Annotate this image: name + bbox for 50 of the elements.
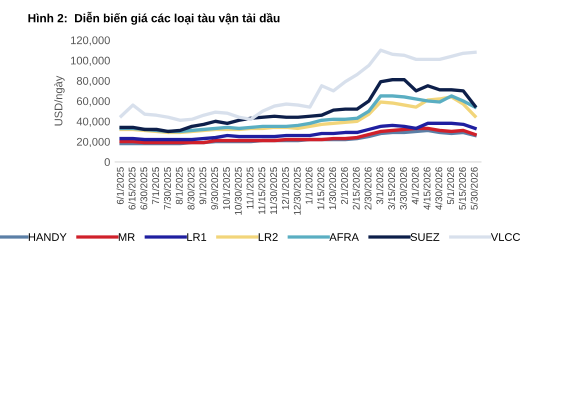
x-tick-label: 6/1/2025	[116, 167, 124, 204]
x-tick-label: 1/30/2026	[328, 167, 336, 210]
x-tick-label: 7/30/2025	[164, 167, 171, 210]
x-tick-label: 1/15/2026	[317, 167, 324, 210]
legend-label: MR	[118, 233, 135, 241]
x-tick-label: 1/1/2026	[305, 167, 312, 204]
y-tick-label: 120,000	[71, 36, 110, 46]
x-tick-label: 2/30/2026	[364, 167, 372, 210]
x-tick-label: 8/30/2025	[187, 167, 194, 210]
x-tick-label: 12/30/2025	[294, 167, 301, 215]
legend-label: LR1	[187, 233, 206, 241]
x-tick-label: 2/1/2026	[340, 167, 348, 204]
x-tick-label: 6/30/2025	[140, 167, 148, 210]
x-tick-label: 3/15/2026	[388, 167, 396, 210]
x-tick-label: 9/1/2025	[199, 167, 206, 204]
x-tick-label: 11/1/2025	[246, 167, 254, 209]
x-tick-label: 4/30/2026	[435, 167, 442, 210]
x-tick-label: 5/30/2026	[470, 167, 478, 210]
y-tick-label: 0	[104, 158, 110, 166]
y-tick-label: 100,000	[71, 56, 110, 66]
y-tick-label: 20,000	[76, 138, 110, 148]
x-tick-label: 2/15/2026	[352, 167, 360, 210]
x-tick-label: 12/1/2025	[282, 167, 289, 210]
line-series	[119, 78, 477, 134]
y-tick-label: 60,000	[76, 97, 110, 106]
y-tick-label: 80,000	[76, 76, 110, 86]
x-tick-label: 11/15/2025	[258, 167, 266, 214]
legend-label: AFRA	[329, 233, 359, 241]
x-tick-label: 6/15/2025	[128, 167, 136, 210]
x-tick-label: 7/1/2025	[152, 167, 160, 204]
x-tick-label: 3/30/2026	[400, 167, 407, 210]
line-series	[119, 122, 477, 142]
legend-label: HANDY	[28, 233, 67, 241]
x-tick-label: 11/30/2025	[270, 167, 278, 214]
chart-title: Hình 2: Diễn biến giá các loại tàu vận tải dầu	[28, 12, 280, 25]
y-axis-title: USD/ngày	[54, 76, 65, 126]
x-tick-label: 3/1/2026	[376, 167, 384, 204]
legend-label: SUEZ	[410, 233, 440, 241]
y-tick-label: 40,000	[76, 118, 110, 127]
x-tick-label: 4/15/2026	[423, 167, 430, 210]
legend-label: VLCC	[490, 233, 520, 241]
x-tick-label: 8/1/2025	[176, 167, 183, 204]
x-tick-label: 5/1/2026	[446, 167, 454, 204]
legend-label: LR2	[258, 233, 278, 241]
x-tick-label: 9/30/2025	[210, 167, 218, 210]
x-tick-label: 10/1/2025	[222, 167, 230, 210]
x-tick-label: 5/15/2026	[458, 167, 466, 210]
x-tick-label: 4/1/2026	[412, 167, 419, 204]
line-series	[119, 48, 477, 122]
x-tick-label: 10/30/2025	[234, 167, 242, 215]
